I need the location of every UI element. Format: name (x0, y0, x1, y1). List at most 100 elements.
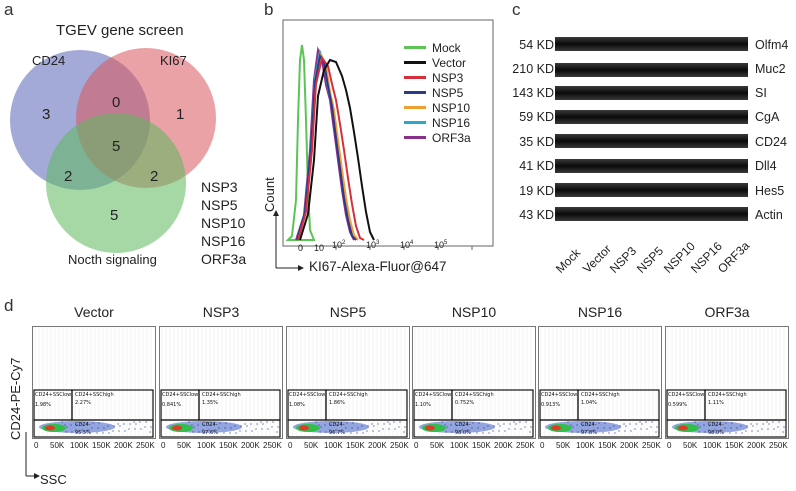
flow-dot (319, 431, 321, 433)
flow-dot (277, 426, 279, 428)
flow-dot-core (678, 425, 688, 431)
flow-dot (87, 429, 89, 431)
panel-a-letter: a (4, 0, 14, 19)
flow-dot (609, 427, 611, 429)
flow-dot (640, 428, 642, 430)
flow-dot (651, 421, 653, 423)
flow-gate-high-label: CD24+SSChigh (202, 392, 241, 398)
flow-panel-plot (32, 326, 156, 439)
flow-dot-core (299, 425, 309, 431)
flow-dot (129, 423, 131, 425)
legend-item-mock: Mock (404, 40, 471, 55)
flow-dot (567, 421, 569, 423)
flow-dot (149, 431, 151, 433)
flow-dot (235, 432, 237, 434)
western-blot (555, 37, 748, 221)
flow-dot (756, 423, 758, 425)
flow-dot (209, 424, 211, 426)
gene-item: NSP5 (201, 197, 238, 213)
flow-dot (577, 431, 579, 433)
blot-band-dll4 (555, 159, 748, 173)
venn-label-cd24: CD24 (32, 53, 66, 68)
blot-band-cga (555, 110, 748, 124)
flow-dot (455, 429, 457, 431)
flow-dot (444, 424, 446, 426)
flow-x-tick: 200K (494, 441, 513, 450)
venn-count-notch-only: 5 (110, 207, 119, 224)
wb-lane-nsp3: NSP3 (607, 243, 640, 276)
flow-dot (461, 429, 463, 431)
flow-dot (587, 429, 589, 431)
blot-band-muc2 (555, 63, 748, 77)
flow-gate-neg-label: CD24- (329, 422, 345, 428)
flow-dot (762, 423, 764, 425)
flow-dot (261, 428, 263, 430)
flow-dot (766, 421, 768, 423)
flow-dot (378, 430, 380, 432)
flow-dot (608, 432, 610, 434)
venn-label-notch: Nocth signaling (68, 252, 157, 267)
venn-label-ki67: KI67 (160, 53, 187, 68)
flow-dot (350, 432, 352, 434)
histogram-tick-4: 104 (400, 240, 414, 250)
flow-gate-neg-value: 95.5% (75, 430, 91, 436)
blot-band-cd24 (555, 134, 748, 148)
flow-dot-core (45, 425, 55, 431)
flow-gate-low-value: 0.841% (162, 402, 182, 408)
flow-dot (450, 424, 452, 426)
flow-dot (694, 421, 696, 423)
flow-dot (603, 427, 605, 429)
flow-dot (262, 423, 264, 425)
flow-dot (267, 428, 269, 430)
flow-dot (740, 425, 742, 427)
flow-x-tick: 250K (390, 441, 409, 450)
wb-protein-cga: CgA (755, 110, 780, 124)
flow-dot (256, 423, 258, 425)
flow-dot (509, 423, 511, 425)
flow-dot (345, 427, 347, 429)
flow-dot (572, 426, 574, 428)
flow-dot (745, 430, 747, 432)
flow-dot (118, 430, 120, 432)
venn-count-all: 5 (112, 138, 121, 155)
flow-panel-plot (538, 326, 662, 439)
flow-x-tick: 150K (92, 441, 111, 450)
flow-dot (634, 428, 636, 430)
flow-gate-neg (666, 419, 787, 438)
flow-dot (133, 421, 135, 423)
histogram-tick-2: 102 (332, 240, 346, 250)
panel-b-letter: b (264, 0, 274, 19)
blot-band-actin (555, 207, 748, 221)
wb-kd-si: 143 KD (512, 86, 554, 100)
flow-dot (117, 423, 119, 425)
flow-dot (193, 426, 195, 428)
flow-dot (719, 422, 721, 424)
flow-gate-high-label: CD24+SSChigh (455, 392, 494, 398)
flow-x-tick: 200K (241, 441, 260, 450)
flow-dot (592, 422, 594, 424)
histogram-curve-vector (299, 58, 375, 241)
flow-dot (593, 429, 595, 431)
flow-gate-high-value: 2.27% (75, 400, 91, 406)
flow-gate-low-label: CD24+SSClow (162, 392, 199, 398)
flow-x-tick: 250K (642, 441, 661, 450)
flow-dot (757, 430, 759, 432)
flow-dot (476, 432, 478, 434)
legend-item-nsp10: NSP10 (404, 100, 471, 115)
flow-dot (234, 425, 236, 427)
flow-gate-neg-value: 97.6% (202, 430, 218, 436)
flow-dot (80, 422, 82, 424)
flow-dot (134, 428, 136, 430)
flow-dot (213, 422, 215, 424)
flow-x-tick: 150K (598, 441, 617, 450)
flow-dot (752, 425, 754, 427)
flow-dot (123, 423, 125, 425)
flow-gate-low-label: CD24+SSClow (289, 392, 326, 398)
flow-dot (746, 425, 748, 427)
flow-panel-title: ORF3a (704, 304, 750, 320)
venn-count-cd24-notch: 2 (64, 168, 73, 185)
flow-dot (602, 432, 604, 434)
flow-x-tick: 0 (34, 441, 39, 450)
flow-dot (508, 428, 510, 430)
flow-dot (144, 426, 146, 428)
